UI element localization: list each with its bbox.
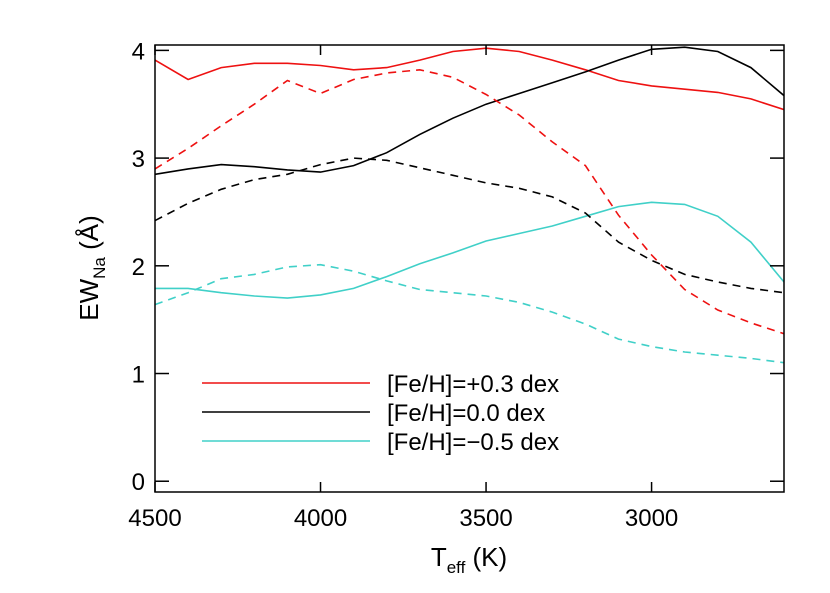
series-line-2 [155, 201, 784, 299]
y-axis-label-main: EW [74, 278, 104, 320]
series-line-5 [155, 263, 784, 364]
legend-label: [Fe/H]=−0.5 dex [387, 429, 559, 456]
x-tick-label: 3000 [625, 505, 678, 532]
y-tick-label: 0 [132, 469, 145, 496]
x-axis-label-main: T [431, 542, 447, 572]
x-tick-label: 4500 [128, 505, 181, 532]
y-tick-label: 4 [132, 38, 145, 65]
series-line-4 [155, 157, 784, 294]
x-tick-label: 4000 [294, 505, 347, 532]
plot-frame [154, 44, 785, 493]
legend-label: [Fe/H]=+0.3 dex [387, 371, 559, 398]
x-tick-label: 3500 [459, 505, 512, 532]
y-tick-label: 1 [132, 362, 145, 389]
y-axis-label: EWNa (Å) [74, 215, 109, 321]
legend-label: [Fe/H]=0.0 dex [387, 400, 545, 427]
x-axis-label-sub: eff [447, 558, 466, 577]
series-line-1 [155, 46, 784, 176]
x-axis-label-unit: (K) [465, 542, 507, 572]
y-axis-label-sub: Na [90, 257, 109, 279]
legend: [Fe/H]=+0.3 dex[Fe/H]=0.0 dex[Fe/H]=−0.5… [202, 371, 559, 456]
y-tick-label: 3 [132, 146, 145, 173]
x-axis-label: Teff (K) [431, 542, 507, 577]
tick-layer: 4500 4000 3500 3000 0 1 2 3 4 [128, 38, 784, 532]
series-layer [155, 46, 784, 364]
series-line-3 [155, 68, 784, 335]
series-line-0 [155, 47, 784, 111]
y-axis-label-unit: (Å) [74, 215, 104, 257]
y-tick-label: 2 [132, 254, 145, 281]
